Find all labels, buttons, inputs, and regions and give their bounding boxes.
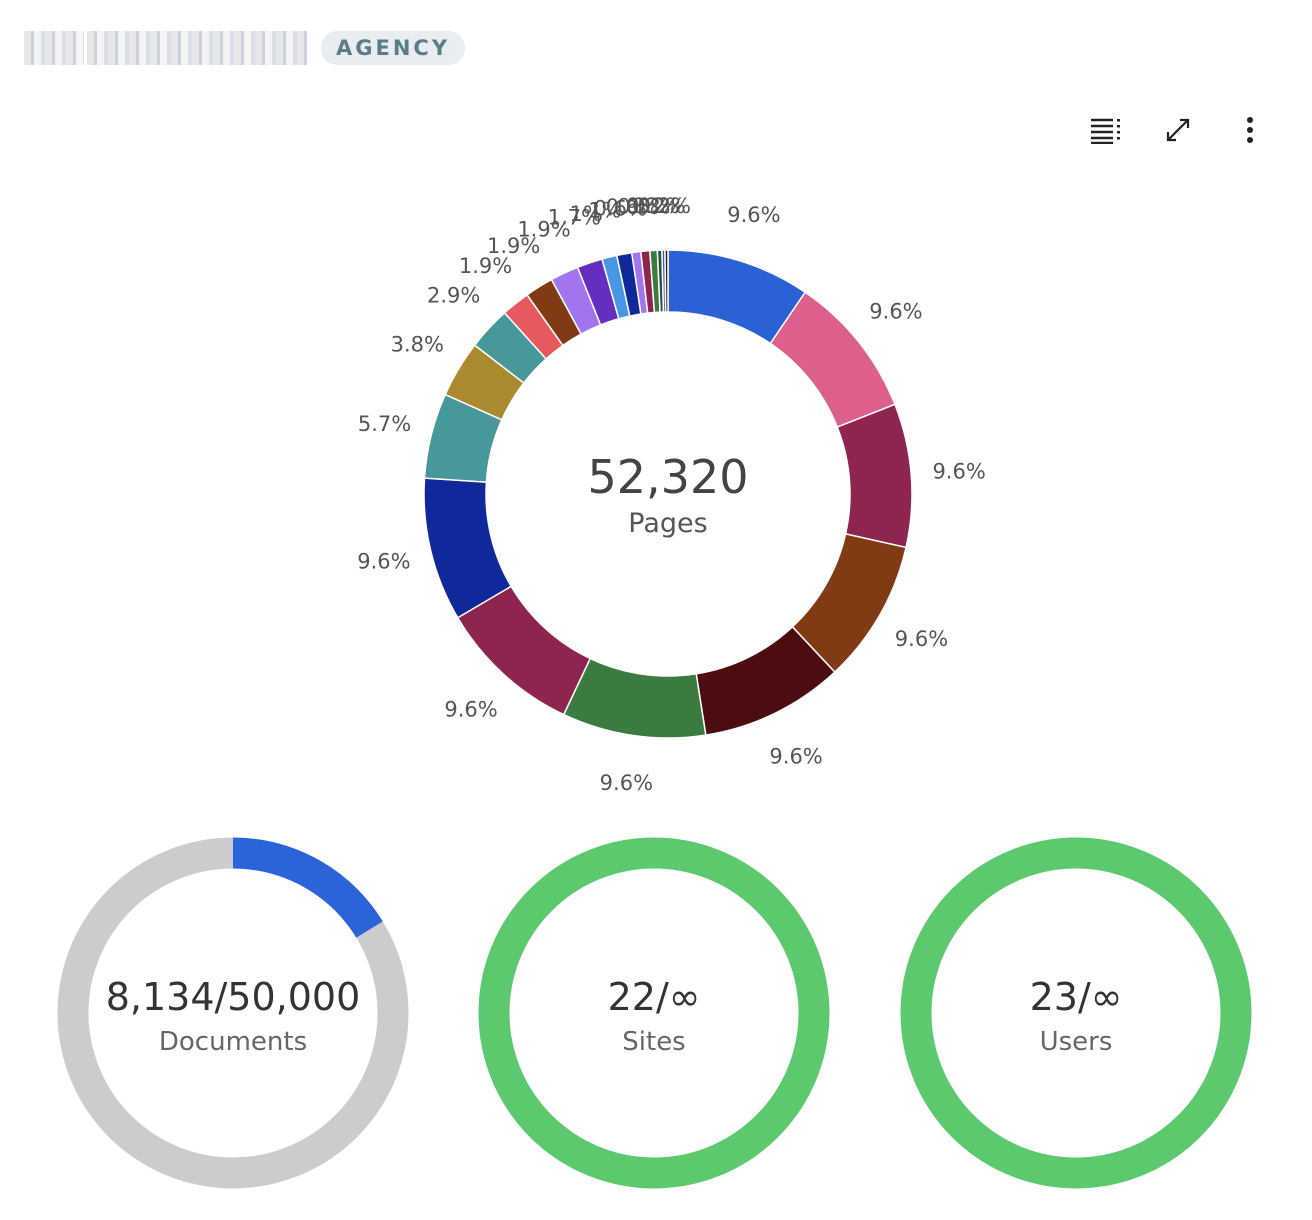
- users-label: Users: [1039, 1027, 1113, 1057]
- slice-label: 1.7%: [548, 205, 601, 229]
- slice-label: 9.6%: [727, 203, 780, 227]
- slice-label: 1.9%: [517, 218, 570, 242]
- gauge-track: [478, 837, 830, 1189]
- slice-label: 3.8%: [391, 332, 444, 356]
- slice-label: 0.2%: [638, 194, 691, 218]
- redacted-title: [24, 31, 307, 65]
- legend-toggle-button[interactable]: [1084, 110, 1128, 150]
- slice-label: 9.6%: [357, 550, 410, 574]
- slice-label: 0.6%: [594, 196, 647, 220]
- slice-label: 0.3%: [626, 194, 679, 218]
- slice-label: 5.7%: [358, 412, 411, 436]
- documents-label: Documents: [158, 1027, 308, 1057]
- slice-label: 1%: [588, 198, 621, 222]
- pie-slice[interactable]: [836, 403, 913, 549]
- slice-label: 1.9%: [459, 254, 512, 278]
- gauge-track: [900, 837, 1252, 1189]
- slice-label: 0.6%: [606, 195, 659, 219]
- documents-gauge: 8,134/50,000 Documents: [55, 835, 411, 1191]
- slice-label: 9.6%: [932, 459, 985, 483]
- plan-badge: AGENCY: [321, 31, 466, 65]
- gauge-fill: [232, 837, 383, 938]
- pie-slice[interactable]: [664, 249, 669, 313]
- slice-label: 9.6%: [600, 771, 653, 795]
- slice-label: 0.2%: [632, 194, 685, 218]
- users-ring: [900, 837, 1252, 1189]
- fullscreen-button[interactable]: [1156, 110, 1200, 150]
- sites-label: Sites: [622, 1027, 686, 1057]
- slice-label: 9.6%: [895, 627, 948, 651]
- page-header: AGENCY: [24, 28, 466, 68]
- slice-label: 1.9%: [487, 234, 540, 258]
- documents-count: 8,134/50,000: [105, 975, 361, 1019]
- more-vertical-icon: [1247, 117, 1253, 143]
- slice-label: 1%: [570, 202, 603, 226]
- chart-toolbar: [1084, 110, 1272, 150]
- list-icon: [1091, 118, 1120, 144]
- documents-ring: [57, 837, 409, 1189]
- slice-label: 2.9%: [427, 284, 480, 308]
- expand-icon: [1166, 118, 1190, 142]
- pages-donut-chart: 9.6% 9.6% 9.6% 9.6% 9.6% 9.6% 9.6% 9.6% 5.7% 3.8%…: [357, 194, 986, 795]
- pages-total: 52,320: [587, 450, 749, 504]
- pages-label: Pages: [628, 508, 708, 539]
- slice-label: 0.5%: [617, 194, 670, 218]
- more-options-button[interactable]: [1228, 110, 1272, 150]
- slice-label: 9.6%: [869, 300, 922, 324]
- users-count: 23/∞: [1029, 975, 1123, 1019]
- sites-gauge: 22/∞ Sites: [476, 835, 832, 1191]
- slice-label: 9.6%: [444, 698, 497, 722]
- users-gauge: 23/∞ Users: [898, 835, 1254, 1191]
- sites-count: 22/∞: [607, 975, 701, 1019]
- slice-label: 9.6%: [769, 744, 822, 768]
- sites-ring: [478, 837, 830, 1189]
